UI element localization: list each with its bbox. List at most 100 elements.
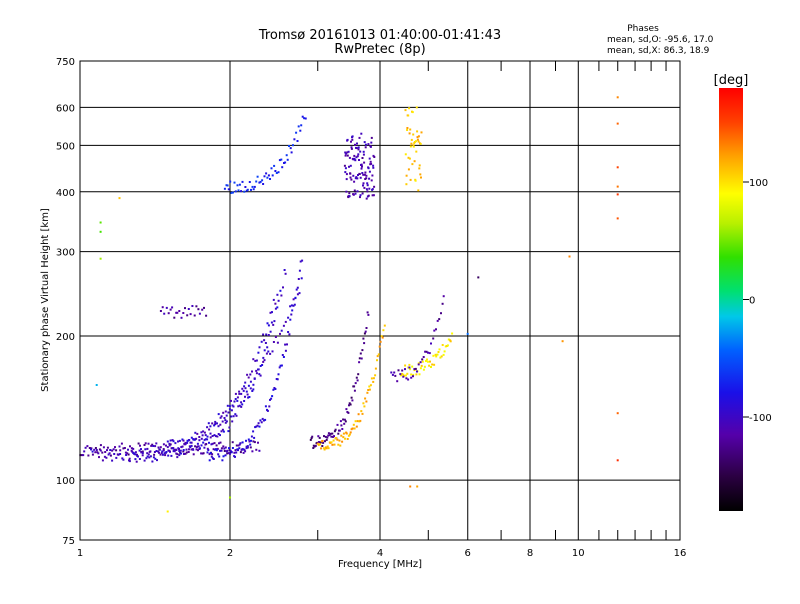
data-point [284,320,287,323]
data-point [234,449,237,452]
data-point [347,150,350,153]
data-point [261,417,264,420]
data-point [226,404,229,407]
data-point [188,439,191,441]
data-point [359,194,362,197]
data-point [168,444,171,447]
data-point [137,455,139,458]
data-point [350,396,353,399]
data-point [248,440,251,443]
data-point [282,286,284,289]
data-point [162,448,165,451]
data-point [259,365,262,367]
data-point [188,448,190,451]
data-point [376,355,379,358]
data-point [416,138,419,141]
data-point [367,143,370,146]
data-point [181,445,184,448]
data-point [147,453,150,456]
data-point [219,416,222,419]
data-point [428,352,431,355]
data-point [353,157,356,160]
data-point [166,446,169,449]
data-point [95,449,98,451]
data-point [271,350,274,353]
data-point [99,444,102,447]
data-point [426,360,429,363]
data-point [416,130,419,133]
data-point [229,452,231,455]
data-point [327,432,330,435]
data-point [240,190,243,193]
data-point [121,457,124,460]
data-point [136,453,138,456]
data-point [362,150,365,153]
data-point [292,298,295,301]
data-point [432,354,435,357]
data-point [216,422,218,425]
data-point [326,436,329,439]
data-point [280,329,283,332]
data-point [278,159,281,162]
data-point [351,135,354,138]
data-point [329,432,332,435]
data-point [345,432,348,435]
data-point [149,455,152,458]
data-point [436,353,439,356]
data-point [404,109,407,112]
data-point [616,412,619,415]
data-point [407,366,410,369]
data-point [430,366,432,368]
y-tick-label: 400 [56,188,75,199]
data-point [99,257,102,260]
data-point [346,151,349,154]
data-point [190,448,193,451]
data-point [423,365,426,368]
data-point [346,438,349,440]
data-point [198,436,201,438]
data-point [252,358,255,361]
data-point [361,172,364,174]
data-point [342,432,345,435]
data-point [206,451,209,454]
data-point [329,441,332,444]
y-tick-label: 750 [56,57,75,68]
data-point [276,293,279,296]
data-point [87,454,90,457]
data-point [367,389,370,391]
data-point [88,447,91,449]
data-point [365,177,368,180]
data-point [261,364,264,366]
data-point [169,443,172,446]
data-point [350,147,353,150]
data-point [255,369,258,372]
data-point [182,312,185,314]
data-point [225,184,228,187]
data-point [236,184,239,187]
data-point [421,358,424,361]
data-point [379,340,382,343]
data-point [243,448,246,451]
data-point [409,128,412,131]
data-point [272,388,275,391]
data-point [422,356,425,358]
data-point [221,428,224,431]
data-point [320,447,323,450]
data-point [238,390,241,393]
data-point [277,171,280,174]
data-point [281,166,284,169]
data-point [314,444,317,447]
data-point [294,296,297,299]
data-point [253,441,256,444]
data-point [355,376,358,379]
data-point [182,449,185,451]
data-point [249,443,252,446]
data-point [368,385,371,388]
data-point [103,455,106,458]
data-point [197,308,200,311]
data-point [262,419,265,422]
x-tick-label: 10 [572,548,585,559]
data-point [219,434,221,437]
data-point [441,302,444,305]
data-point [195,448,198,451]
